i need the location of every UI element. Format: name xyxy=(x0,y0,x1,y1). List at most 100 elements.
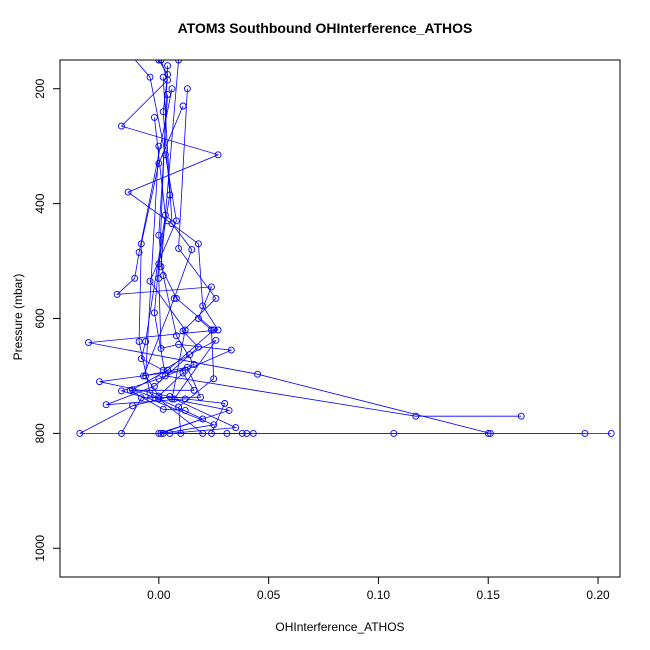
x-tick-label: 0.15 xyxy=(477,588,501,602)
data-point xyxy=(168,220,176,228)
data-point xyxy=(146,395,154,403)
plot-frame xyxy=(59,59,621,578)
series-points-group xyxy=(76,28,615,437)
data-point xyxy=(157,60,165,64)
data-point xyxy=(183,363,191,371)
data-point xyxy=(212,336,220,344)
data-point xyxy=(150,309,158,317)
data-point xyxy=(199,302,207,310)
data-point xyxy=(484,429,492,437)
data-point xyxy=(254,370,262,378)
data-point xyxy=(155,375,163,383)
data-point xyxy=(159,73,167,81)
data-point xyxy=(172,332,180,340)
data-point xyxy=(210,421,218,429)
data-point xyxy=(146,277,154,285)
data-point xyxy=(137,355,145,363)
data-point xyxy=(159,108,167,116)
data-point xyxy=(194,240,202,248)
data-point xyxy=(190,361,198,368)
series-line-4 xyxy=(88,60,491,434)
data-point xyxy=(124,188,132,196)
y-tick-label: 400 xyxy=(33,193,47,213)
data-point xyxy=(227,346,235,354)
data-point xyxy=(208,429,215,437)
data-point xyxy=(159,405,167,413)
data-point xyxy=(102,401,110,409)
data-point xyxy=(166,191,174,199)
data-point xyxy=(179,102,187,110)
data-point xyxy=(175,244,183,252)
x-axis-label: OHInterference_ATHOS xyxy=(275,620,405,634)
data-point xyxy=(607,429,615,437)
data-point xyxy=(161,372,169,380)
data-point xyxy=(210,375,218,383)
data-point xyxy=(168,395,176,403)
data-point xyxy=(85,339,92,347)
y-tick-label: 1000 xyxy=(33,535,47,562)
data-point xyxy=(161,151,169,159)
data-point xyxy=(208,283,215,291)
chart-title: ATOM3 Southbound OHInterference_ATHOS xyxy=(177,20,473,36)
x-tick-label: 0.20 xyxy=(586,588,610,602)
data-point xyxy=(179,327,187,335)
data-point xyxy=(157,263,165,271)
data-point xyxy=(390,429,398,437)
data-point xyxy=(159,429,167,437)
data-point xyxy=(135,248,143,256)
data-point xyxy=(140,372,147,380)
data-point xyxy=(155,159,163,167)
data-point xyxy=(181,395,189,403)
data-point xyxy=(155,142,163,150)
data-point xyxy=(113,290,121,298)
data-point xyxy=(118,122,125,130)
data-point xyxy=(161,211,169,219)
data-point xyxy=(214,151,222,159)
data-point xyxy=(118,429,125,437)
data-point xyxy=(150,382,158,390)
data-point xyxy=(164,91,172,98)
data-point xyxy=(108,28,114,34)
data-point xyxy=(170,294,178,302)
data-point xyxy=(126,386,134,394)
series-line-5 xyxy=(115,88,254,434)
data-point xyxy=(137,394,145,402)
series-line-12 xyxy=(128,146,195,411)
data-point xyxy=(221,400,229,407)
y-tick-label: 800 xyxy=(33,423,47,443)
data-point xyxy=(157,344,165,352)
x-tick-label: 0.10 xyxy=(367,588,391,602)
data-point xyxy=(146,73,154,81)
data-point xyxy=(197,393,204,401)
data-point xyxy=(190,386,198,394)
data-point xyxy=(243,429,251,437)
data-point xyxy=(175,403,183,411)
data-point xyxy=(581,429,589,437)
data-point xyxy=(194,315,202,322)
data-point xyxy=(129,402,136,410)
data-point xyxy=(131,274,139,282)
y-tick-label: 600 xyxy=(33,308,47,328)
series-line-7 xyxy=(105,88,226,434)
data-point xyxy=(164,366,172,374)
data-point xyxy=(238,429,246,437)
data-point xyxy=(194,343,202,351)
data-point xyxy=(96,378,103,386)
data-point xyxy=(155,60,163,64)
y-tick-label: 200 xyxy=(33,78,47,98)
data-point xyxy=(172,294,180,302)
data-point xyxy=(76,429,84,437)
data-point xyxy=(137,240,145,248)
data-point xyxy=(214,326,222,334)
y-axis: 200 400 600 800 1000 xyxy=(33,78,61,562)
data-point xyxy=(159,271,167,279)
data-point xyxy=(186,351,194,359)
data-point xyxy=(159,366,167,374)
data-point xyxy=(223,429,231,437)
data-point xyxy=(210,326,218,334)
data-point xyxy=(175,60,183,64)
data-point xyxy=(155,429,163,437)
data-point xyxy=(517,412,525,420)
data-point xyxy=(155,392,163,400)
